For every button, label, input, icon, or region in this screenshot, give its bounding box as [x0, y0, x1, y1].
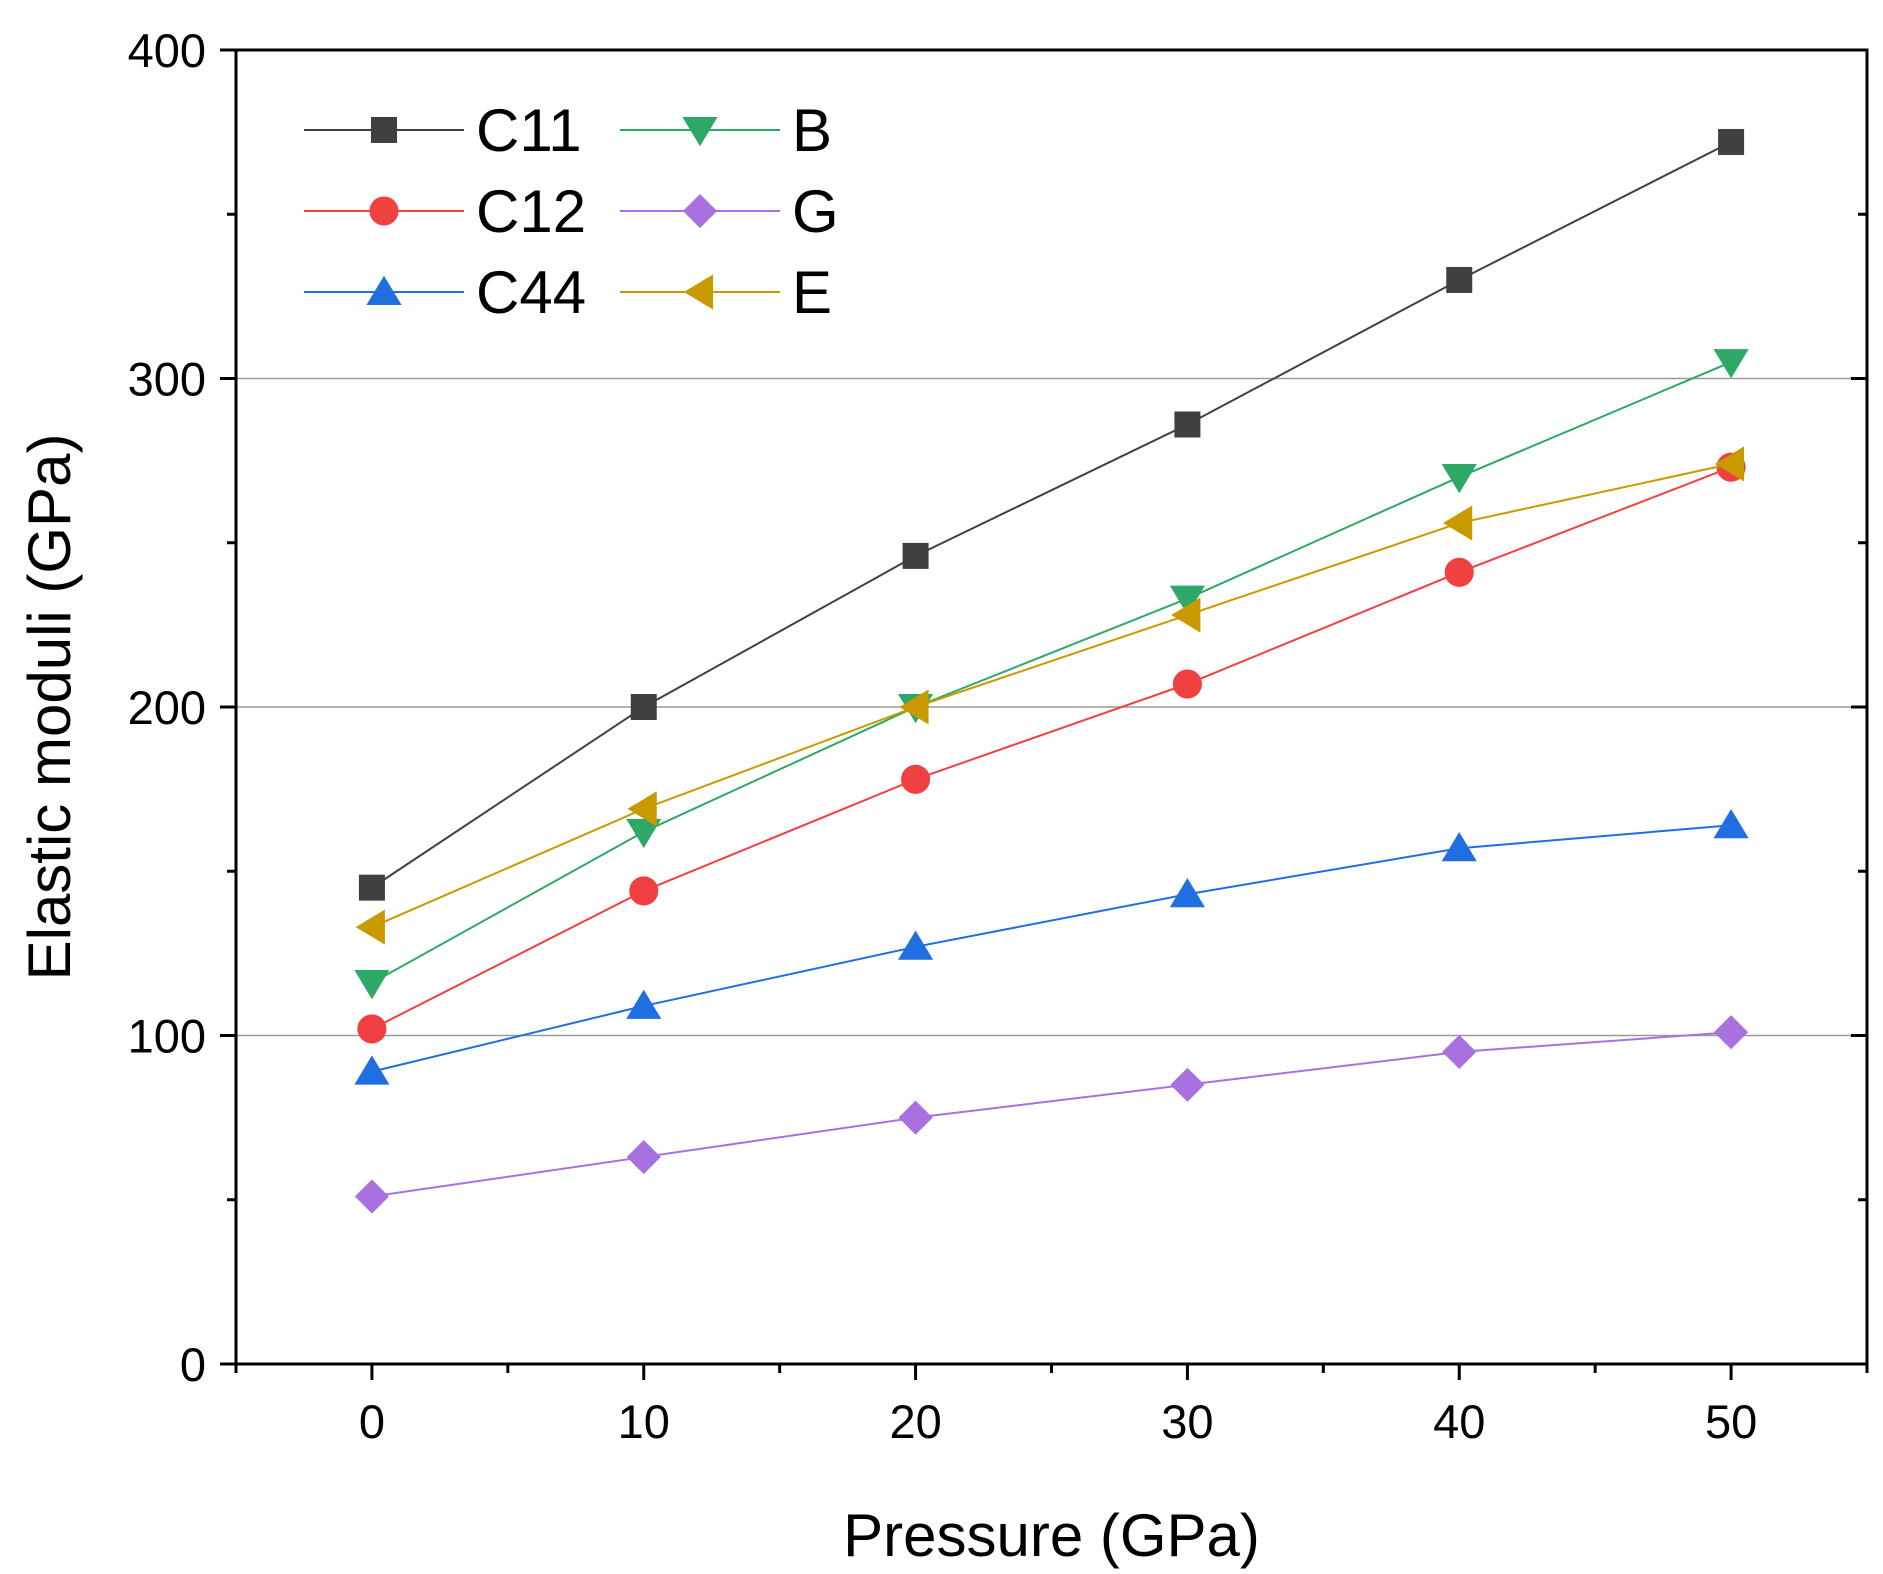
series-line-G — [371, 1031, 1732, 1198]
point-C44-0 — [354, 1055, 390, 1085]
series-line-C44 — [371, 824, 1732, 1073]
series-G — [354, 1015, 1749, 1214]
point-E-0 — [355, 909, 385, 945]
x-tick-label: 10 — [618, 1395, 670, 1448]
point-C11-30 — [1174, 411, 1201, 438]
y-axis-title: Elastic moduli (GPa) — [16, 434, 83, 981]
point-C12-0 — [357, 1014, 387, 1044]
series-line-E — [371, 462, 1732, 929]
point-G-50 — [1714, 1015, 1749, 1050]
point-G-10 — [626, 1139, 661, 1175]
legend-marker-E — [683, 274, 713, 310]
legend-item-B: B — [620, 97, 832, 164]
x-tick-label: 40 — [1433, 1395, 1485, 1448]
point-E-20 — [899, 689, 929, 725]
series-line-C12 — [371, 466, 1732, 1030]
legend-item-G: G — [620, 178, 839, 245]
series-C12 — [357, 452, 1746, 1044]
x-tick-label: 0 — [359, 1395, 385, 1448]
point-E-10 — [627, 791, 657, 827]
series-C44 — [354, 809, 1749, 1085]
legend-marker-C44 — [366, 275, 402, 305]
axis-ticks — [220, 48, 1869, 1380]
point-C11-10 — [630, 694, 657, 720]
legend-item-C12: C12 — [304, 178, 586, 245]
point-C12-20 — [901, 764, 931, 794]
point-C11-0 — [358, 874, 385, 901]
point-E-50 — [1714, 446, 1745, 482]
legend-marker-B — [682, 117, 718, 147]
x-axis-title: Pressure (GPa) — [843, 1502, 1260, 1569]
point-E-40 — [1443, 505, 1473, 541]
point-G-0 — [354, 1179, 389, 1214]
point-C44-20 — [898, 930, 934, 960]
legend-item-C11: C11 — [304, 97, 582, 164]
legend-label-C44: C44 — [476, 259, 586, 326]
legend-label-C11: C11 — [476, 97, 582, 164]
legend-label-B: B — [792, 97, 832, 164]
point-C12-30 — [1172, 669, 1202, 699]
series-line-C11 — [371, 141, 1732, 889]
x-tick-label: 30 — [1161, 1395, 1213, 1448]
point-E-30 — [1171, 597, 1201, 633]
point-G-20 — [898, 1100, 933, 1135]
point-C44-40 — [1441, 832, 1477, 862]
gridlines — [236, 377, 1867, 1037]
legend-item-C44: C44 — [304, 259, 586, 326]
legend-marker-C12 — [369, 196, 399, 226]
point-C44-30 — [1169, 877, 1205, 908]
y-tick-label: 0 — [180, 1338, 206, 1391]
legend-label-E: E — [792, 259, 832, 326]
x-tick-label: 20 — [889, 1395, 941, 1448]
y-tick-label: 400 — [128, 24, 206, 77]
series-layer — [354, 128, 1749, 1214]
x-tick-label: 50 — [1705, 1395, 1757, 1448]
point-C11-50 — [1718, 128, 1745, 155]
point-C44-10 — [626, 989, 662, 1019]
point-C12-10 — [629, 876, 659, 906]
axis-tick-labels: 0 10 20 30 40 50 0 100 200 300 400 — [128, 24, 1758, 1448]
point-B-50 — [1713, 349, 1749, 379]
point-G-40 — [1442, 1034, 1477, 1069]
series-B — [354, 349, 1749, 1000]
legend-label-C12: C12 — [476, 178, 586, 245]
legend: C11 C12 C44 BGE — [304, 97, 839, 326]
point-C44-50 — [1713, 809, 1749, 839]
y-tick-label: 200 — [128, 681, 206, 734]
point-G-30 — [1170, 1067, 1205, 1102]
point-B-30 — [1169, 585, 1205, 615]
point-B-10 — [626, 818, 662, 849]
legend-item-E: E — [620, 259, 832, 326]
legend-label-G: G — [792, 178, 839, 245]
point-B-40 — [1441, 464, 1477, 494]
legend-marker-G — [682, 193, 718, 229]
point-B-0 — [354, 969, 390, 1000]
point-C11-20 — [902, 542, 929, 569]
y-tick-label: 100 — [128, 1010, 206, 1063]
legend-marker-C11 — [371, 117, 397, 143]
series-line-B — [371, 361, 1732, 984]
point-C12-40 — [1444, 557, 1474, 587]
series-C11 — [358, 128, 1745, 901]
series-E — [355, 446, 1745, 945]
y-tick-label: 300 — [128, 353, 206, 406]
point-C11-40 — [1446, 266, 1473, 293]
